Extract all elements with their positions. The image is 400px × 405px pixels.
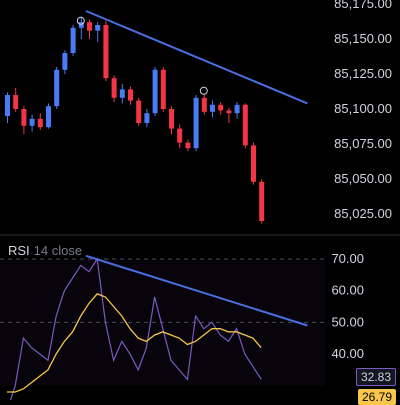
candle-body	[177, 128, 183, 143]
rsi-pane: 70.00 60.00 50.00 40.00	[0, 251, 364, 400]
candle	[21, 106, 27, 135]
candle	[152, 67, 158, 116]
candle-body	[46, 106, 51, 128]
candle	[54, 67, 60, 109]
candle-body	[29, 118, 35, 126]
candle	[29, 114, 35, 132]
candle-body	[218, 104, 224, 111]
candle	[234, 102, 240, 119]
candle	[201, 93, 207, 115]
candle-body	[160, 69, 166, 109]
candle-body	[128, 89, 133, 101]
candle-body	[242, 104, 248, 146]
candle	[70, 25, 76, 56]
candle-body	[259, 181, 265, 221]
pivot-marker[interactable]	[76, 16, 85, 25]
candle	[103, 20, 109, 81]
rsi-ma-line[interactable]	[7, 293, 262, 393]
candle	[13, 88, 19, 112]
candle	[111, 75, 117, 102]
rsi-tick-label: 50.00	[331, 314, 364, 329]
candle	[5, 92, 10, 123]
candle-body	[226, 110, 232, 114]
candle-body	[87, 22, 92, 31]
candle	[62, 50, 68, 74]
candle-body	[21, 109, 27, 126]
candle	[177, 124, 183, 149]
rsi-tick-label: 70.00	[331, 251, 364, 266]
candle	[160, 67, 166, 112]
candle-body	[13, 95, 19, 109]
price-tick-label: 85,050.00	[334, 171, 392, 186]
candle-body	[95, 25, 101, 31]
candle-body	[251, 145, 256, 182]
rsi-title-label: RSI	[8, 243, 30, 258]
candle	[37, 113, 43, 130]
price-trendline[interactable]	[85, 10, 308, 105]
candle-body	[5, 95, 10, 116]
candle	[259, 179, 265, 224]
candle	[218, 102, 224, 115]
candle-body	[62, 53, 68, 70]
candle-body	[70, 27, 76, 53]
rsi-trendline[interactable]	[85, 254, 308, 327]
candle	[169, 106, 174, 135]
candle-body	[169, 109, 174, 129]
candle	[46, 103, 51, 129]
candle-body	[193, 97, 199, 149]
candle-body	[111, 78, 117, 98]
candle	[193, 95, 199, 151]
candle	[136, 97, 142, 126]
candle	[226, 107, 232, 123]
rsi-ma-value-badge: 26.79	[357, 389, 396, 405]
candle	[87, 19, 92, 39]
candle-body	[119, 89, 125, 98]
price-tick-label: 85,150.00	[334, 31, 392, 46]
candle-body	[144, 113, 150, 123]
candle-body	[103, 25, 109, 79]
candle	[210, 100, 215, 118]
price-axis[interactable]: 85,175.00 85,150.00 85,125.00 85,100.00 85,0…	[334, 0, 392, 221]
candle	[128, 86, 133, 105]
candle-body	[152, 69, 158, 114]
pivot-marker[interactable]	[199, 86, 208, 95]
candle	[119, 83, 125, 104]
candle-body	[210, 104, 215, 112]
price-tick-label: 85,125.00	[334, 66, 392, 81]
candle-body	[201, 97, 207, 112]
rsi-indicator-title[interactable]: RSI 14 close	[8, 243, 82, 258]
price-tick-label: 85,075.00	[334, 136, 392, 151]
candle	[242, 103, 248, 149]
candle-body	[54, 69, 60, 107]
rsi-line[interactable]	[7, 257, 262, 400]
candle-body	[136, 100, 142, 123]
candle	[95, 22, 101, 42]
price-tick-label: 85,175.00	[334, 0, 392, 11]
price-tick-label: 85,100.00	[334, 101, 392, 116]
candle	[251, 142, 256, 185]
candle-body	[78, 22, 84, 28]
candle	[185, 139, 191, 151]
candle	[78, 16, 84, 39]
rsi-tick-label: 60.00	[331, 283, 364, 298]
rsi-value-badge: 32.83	[355, 368, 396, 386]
rsi-subtitle: 14 close	[33, 243, 83, 258]
candle	[144, 109, 150, 128]
price-tick-label: 85,025.00	[334, 206, 392, 221]
rsi-tick-label: 40.00	[331, 346, 364, 361]
candle-body	[234, 104, 240, 114]
candle-body	[37, 118, 43, 128]
price-pane	[5, 10, 308, 224]
candle-body	[185, 142, 191, 149]
